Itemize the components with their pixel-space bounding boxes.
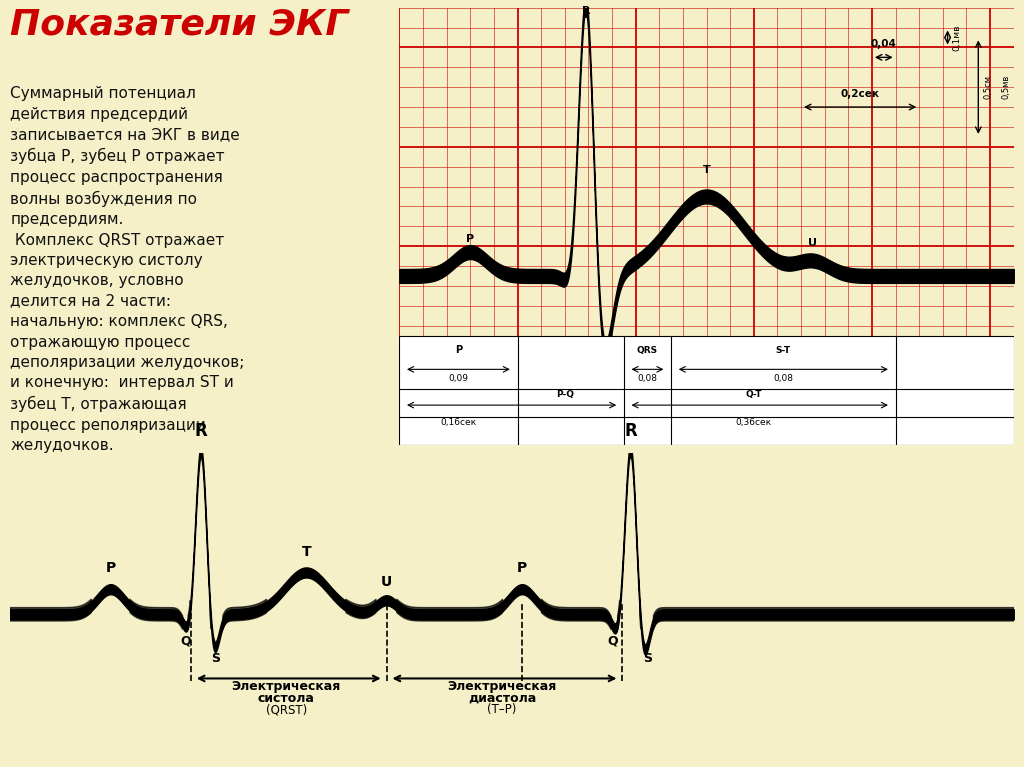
Text: 0,04: 0,04: [870, 39, 897, 49]
Text: P: P: [517, 561, 527, 575]
Text: 0,08: 0,08: [773, 374, 794, 384]
Text: P: P: [105, 561, 116, 575]
Text: QRS: QRS: [637, 347, 658, 355]
Text: систола: систола: [258, 692, 314, 705]
Text: Q: Q: [607, 635, 617, 648]
Text: (Т–Р): (Т–Р): [487, 703, 517, 716]
Text: P: P: [455, 345, 462, 355]
Text: Q: Q: [180, 635, 191, 648]
Text: (QRST): (QRST): [265, 703, 307, 716]
Text: Электрическая: Электрическая: [447, 680, 557, 693]
Text: 0,2сек: 0,2сек: [841, 89, 880, 99]
Text: T: T: [301, 545, 311, 558]
Text: U: U: [381, 575, 392, 589]
Text: 0,5см: 0,5см: [983, 75, 992, 99]
Text: Суммарный потенциал
действия предсердий
записывается на ЭКГ в виде
зубца Р, зубе: Суммарный потенциал действия предсердий …: [10, 87, 245, 453]
Text: 0,09: 0,09: [449, 374, 468, 384]
Text: Q-T: Q-T: [745, 390, 762, 399]
Text: 0,16сек: 0,16сек: [440, 418, 476, 427]
Text: диастола: диастола: [468, 692, 537, 705]
Bar: [399, 336, 1014, 445]
Text: S-T: S-T: [776, 347, 791, 355]
Text: 0,1мв: 0,1мв: [952, 25, 962, 51]
Text: S: S: [212, 652, 220, 665]
Text: R: R: [195, 422, 207, 439]
Text: R: R: [582, 5, 590, 15]
Text: 0,36сек: 0,36сек: [736, 418, 772, 427]
Text: S: S: [643, 652, 652, 665]
Text: P-Q: P-Q: [556, 390, 573, 399]
Text: Электрическая: Электрическая: [231, 680, 341, 693]
Text: U: U: [808, 238, 817, 249]
Text: R: R: [624, 422, 637, 439]
Text: T: T: [702, 165, 711, 175]
Text: 0,08: 0,08: [638, 374, 657, 384]
Text: P: P: [466, 234, 474, 244]
Text: Показатели ЭКГ: Показатели ЭКГ: [10, 8, 348, 41]
Text: 0,5мв: 0,5мв: [1001, 75, 1011, 99]
